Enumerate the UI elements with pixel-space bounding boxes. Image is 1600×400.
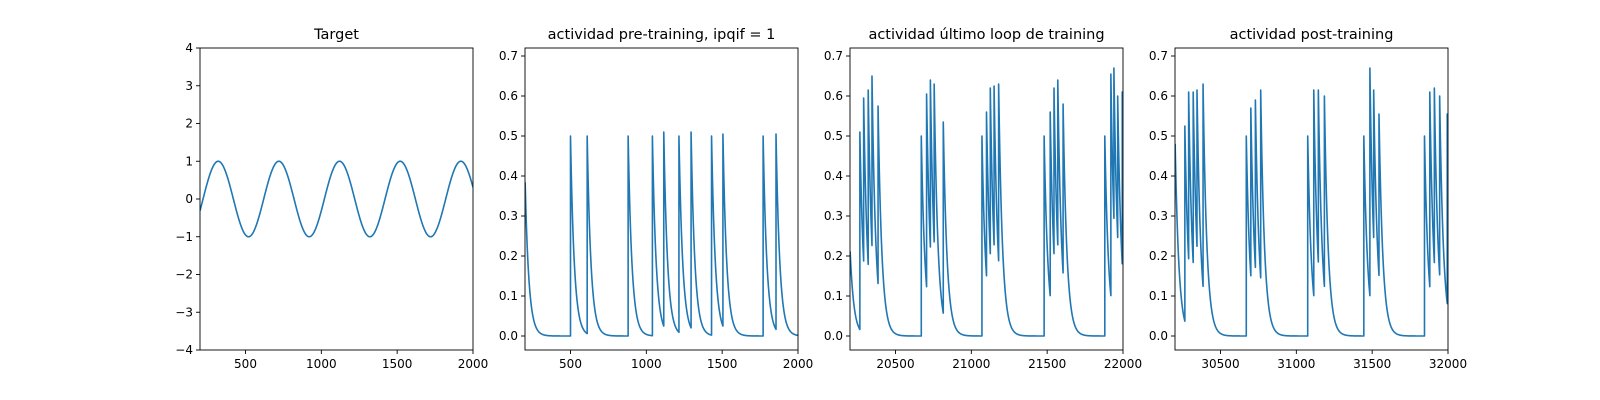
y-tick-label: 0.5 [1149,129,1168,143]
y-tick-label: 0.4 [824,169,843,183]
y-tick-label: −4 [175,343,193,357]
series-line-1 [1175,67,1448,337]
x-tick-label: 1000 [306,357,337,371]
y-tick-label: 4 [185,41,193,55]
subplot-title: Target [313,27,359,43]
y-tick-label: 0.3 [824,209,843,223]
x-tick-label: 20500 [876,357,914,371]
y-tick-label: 0.4 [499,169,518,183]
y-tick-label: 0.5 [499,129,518,143]
axes-frame [849,47,1124,351]
x-tick-label: 31000 [1277,357,1315,371]
subplot-4: 30500 31000 31500 32000 0.0 0.1 0.2 0.3 0.4 0.5 0.… [1149,27,1467,371]
y-tick-label: 0.1 [499,289,518,303]
y-tick-label: 0.0 [499,329,518,343]
y-tick-label: 1 [185,154,193,168]
y-tick-label: 0.2 [1149,249,1168,263]
subplot-1: 500 1000 1500 2000 −4 −3 −2 −1 0 1 2 3 4 Target [175,27,488,371]
axes-frame [524,47,799,351]
y-tick-label: −3 [175,305,193,319]
series-line-1 [525,131,798,337]
y-tick-label: 3 [185,79,193,93]
y-tick-label: 2 [185,117,193,131]
x-tick-label: 22000 [1104,357,1142,371]
y-tick-label: 0.5 [824,129,843,143]
series-line-1 [850,67,1123,337]
subplot-2: 500 1000 1500 2000 0.0 0.1 0.2 0.3 0.4 0.5 0.6 0.7 a… [499,27,813,371]
y-tick-label: −2 [175,268,193,282]
y-tick-label: 0 [185,192,193,206]
y-tick-label: 0.3 [499,209,518,223]
y-tick-label: 0.2 [499,249,518,263]
y-tick-label: 0.7 [824,49,843,63]
x-tick-label: 500 [234,357,257,371]
series-line-1 [200,160,473,238]
subplot-3: 20500 21000 21500 22000 0.0 0.1 0.2 0.3 0.4 0.5 0.… [824,27,1142,371]
x-tick-label: 2000 [783,357,814,371]
x-tick-label: 32000 [1429,357,1467,371]
y-tick-label: 0.4 [1149,169,1168,183]
x-tick-label: 21500 [1028,357,1066,371]
x-tick-label: 31500 [1353,357,1391,371]
x-tick-label: 30500 [1201,357,1239,371]
y-tick-label: 0.1 [1149,289,1168,303]
y-tick-label: 0.7 [1149,49,1168,63]
y-tick-label: 0.0 [824,329,843,343]
subplot-title: actividad pre-training, ipqif = 1 [548,27,776,43]
x-tick-label: 2000 [458,357,489,371]
subplot-title: actividad post-training [1230,27,1394,43]
x-tick-label: 1500 [382,357,413,371]
y-tick-label: 0.1 [824,289,843,303]
x-tick-label: 21000 [952,357,990,371]
x-tick-label: 1000 [631,357,662,371]
y-tick-label: 0.6 [824,89,843,103]
x-tick-label: 1500 [707,357,738,371]
y-tick-label: 0.7 [499,49,518,63]
y-tick-label: 0.2 [824,249,843,263]
y-tick-label: 0.6 [1149,89,1168,103]
subplot-title: actividad último loop de training [868,27,1104,43]
y-tick-label: 0.3 [1149,209,1168,223]
y-tick-label: 0.6 [499,89,518,103]
y-tick-label: 0.0 [1149,329,1168,343]
x-tick-label: 500 [559,357,582,371]
axes-frame [1174,47,1449,351]
y-tick-label: −1 [175,230,193,244]
